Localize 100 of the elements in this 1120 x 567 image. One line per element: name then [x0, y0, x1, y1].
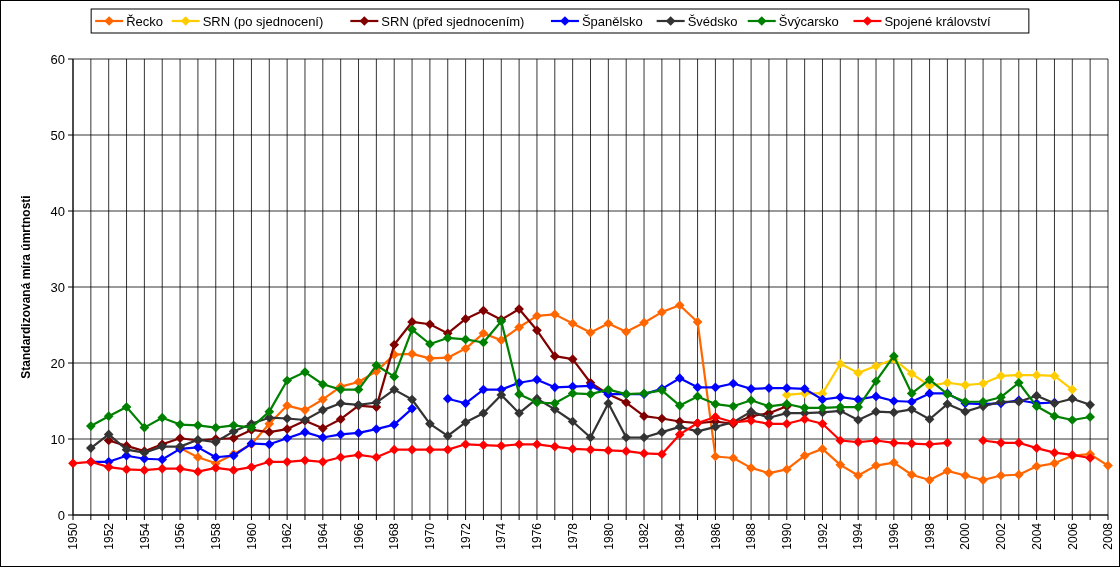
point	[621, 432, 632, 443]
point	[514, 322, 524, 333]
y-tick-label: 0	[57, 507, 65, 523]
point	[603, 445, 614, 456]
point	[657, 427, 667, 438]
point	[906, 404, 917, 415]
x-tick-label: 1998	[922, 522, 937, 550]
point	[871, 435, 881, 446]
point	[1067, 415, 1078, 425]
x-tick-label: 1982	[637, 522, 652, 550]
point	[1085, 412, 1096, 422]
y-tick-label: 30	[50, 279, 65, 295]
point	[799, 414, 810, 425]
y-tick-label: 10	[50, 431, 65, 447]
point	[103, 411, 114, 422]
point	[657, 307, 667, 317]
point	[246, 462, 257, 472]
point	[639, 432, 649, 443]
point	[1103, 460, 1113, 471]
point	[1067, 384, 1078, 395]
point	[603, 318, 614, 329]
point	[425, 353, 435, 364]
point	[764, 401, 774, 412]
point	[657, 449, 667, 460]
point	[264, 456, 275, 467]
legend-label: SRN (před sjednocením)	[381, 13, 525, 29]
point	[960, 470, 971, 481]
point	[103, 462, 114, 472]
point	[460, 314, 471, 324]
point	[532, 311, 542, 321]
point	[317, 379, 328, 390]
point	[692, 382, 703, 393]
y-tick-label: 20	[50, 355, 65, 371]
point	[282, 424, 292, 434]
point	[442, 393, 453, 404]
point	[460, 398, 471, 409]
point	[460, 417, 471, 428]
point	[300, 405, 310, 415]
point	[549, 309, 560, 320]
point	[942, 399, 953, 409]
point	[585, 389, 596, 400]
point	[567, 318, 578, 329]
point	[85, 443, 96, 453]
point	[942, 466, 953, 476]
point	[228, 465, 239, 476]
point	[799, 450, 810, 461]
point	[692, 317, 703, 327]
point	[300, 455, 310, 466]
point	[175, 433, 185, 444]
point	[175, 419, 185, 430]
point	[960, 380, 971, 390]
point	[817, 444, 828, 454]
point	[996, 371, 1006, 381]
point	[407, 394, 417, 405]
point	[853, 415, 864, 425]
point	[996, 392, 1006, 403]
point	[121, 444, 132, 455]
x-tick-label: 2002	[994, 522, 1009, 550]
x-tick-label: 1960	[244, 522, 259, 550]
legend-label: Řecko	[126, 13, 164, 29]
point	[889, 407, 899, 418]
x-tick-label: 1986	[708, 522, 723, 550]
x-tick-label: 1980	[601, 522, 616, 550]
point	[799, 383, 810, 394]
point	[157, 463, 168, 474]
point	[567, 444, 578, 454]
point	[175, 463, 185, 474]
point	[549, 351, 560, 362]
point	[960, 406, 971, 417]
point	[264, 439, 275, 450]
point	[139, 465, 150, 476]
point	[1013, 377, 1024, 388]
point	[728, 453, 739, 463]
point	[1031, 461, 1042, 472]
legend-label: Spojené království	[884, 13, 992, 29]
point	[425, 319, 435, 330]
y-tick-label: 60	[50, 51, 65, 67]
x-tick-label: 1958	[208, 522, 223, 550]
point	[674, 300, 685, 311]
point	[68, 458, 78, 469]
point	[389, 384, 400, 395]
point	[300, 367, 310, 377]
point	[621, 397, 632, 408]
x-tick-label: 1950	[66, 522, 81, 550]
point	[442, 444, 453, 455]
point	[692, 426, 703, 437]
point	[282, 413, 292, 424]
point	[746, 406, 756, 417]
x-tick-label: 1966	[351, 522, 366, 550]
x-tick-label: 1964	[316, 522, 331, 550]
point	[442, 333, 453, 343]
point	[674, 421, 685, 432]
point	[389, 371, 400, 382]
legend-label: Švédsko	[687, 13, 738, 29]
point	[282, 433, 292, 444]
point	[996, 470, 1006, 481]
x-tick-label: 1972	[458, 522, 473, 550]
point	[193, 466, 203, 477]
x-tick-label: 1988	[744, 522, 759, 550]
point	[1049, 411, 1060, 422]
